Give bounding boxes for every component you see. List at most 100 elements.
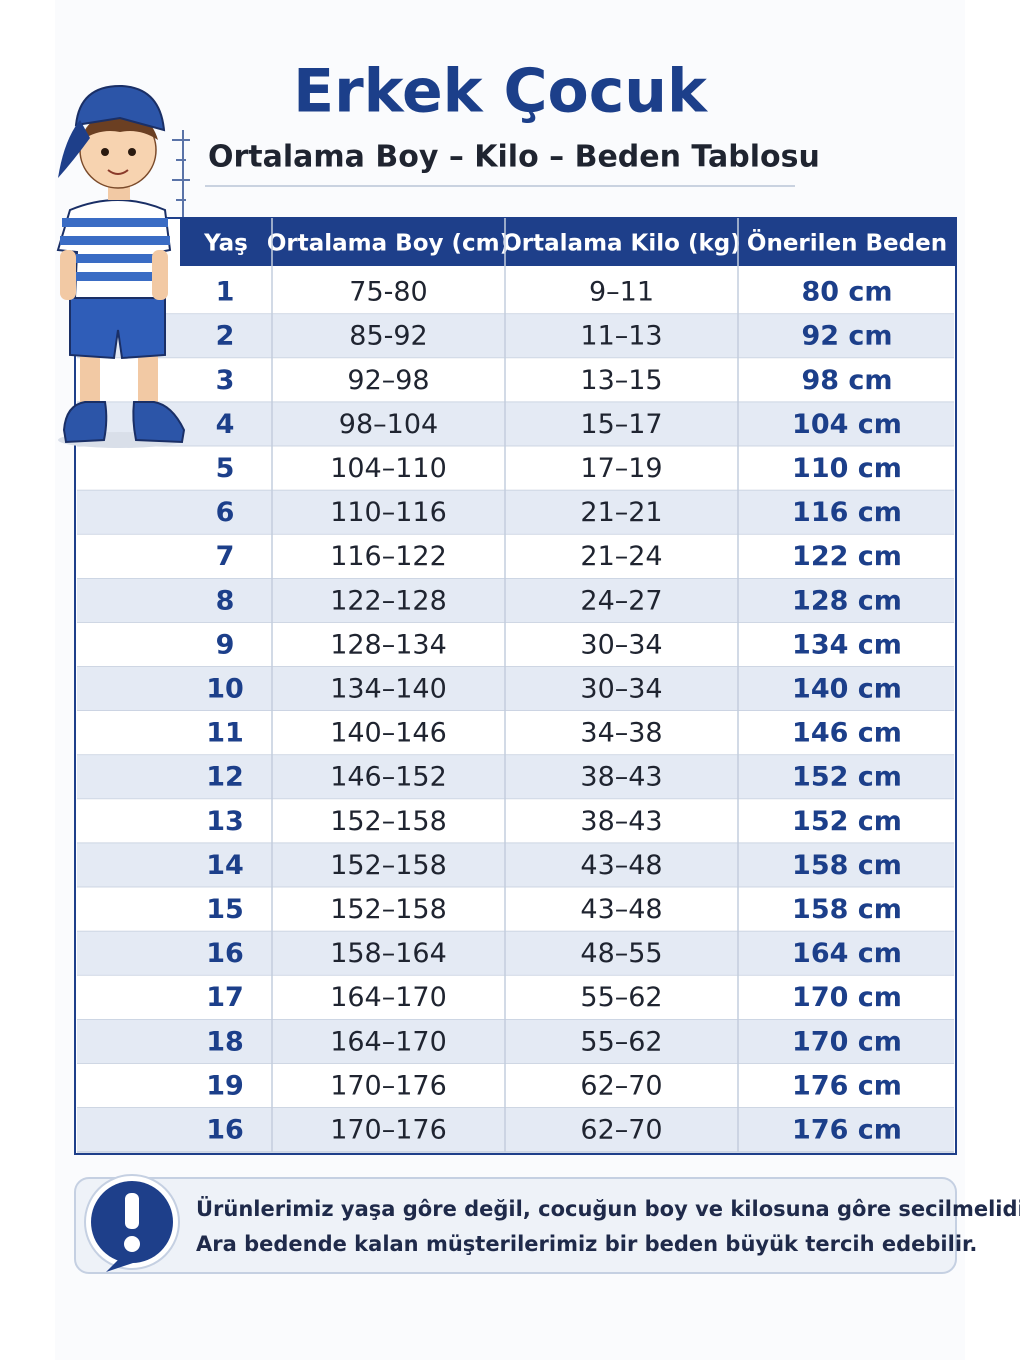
table-cell: 30–34: [580, 673, 662, 704]
table-cell: 30–34: [580, 629, 662, 660]
table-cell: 43–48: [580, 850, 662, 881]
table-cell: 34–38: [580, 718, 662, 749]
table-cell: 38–43: [580, 806, 662, 837]
table-cell: 10: [206, 673, 244, 704]
table-row: [77, 358, 954, 403]
table-cell: 16: [206, 938, 244, 969]
table-cell: 9–11: [589, 277, 654, 308]
table-cell: 170 cm: [792, 982, 902, 1013]
table-cell: 13: [206, 806, 244, 837]
table-row: [77, 755, 954, 800]
table-row: [77, 314, 954, 359]
table-cell: 75-80: [349, 277, 427, 308]
table-cell: 17–19: [580, 453, 662, 484]
table-row: [77, 1019, 954, 1064]
table-cell: 164 cm: [792, 938, 902, 969]
table-cell: 62–70: [580, 1070, 662, 1101]
table-cell: 92 cm: [801, 321, 892, 352]
table-cell: 104 cm: [792, 409, 902, 440]
note-line: Ürünlerimiz yaşa gôre değil, cocuğun boy…: [196, 1196, 1020, 1221]
table-cell: 13–15: [580, 365, 662, 396]
column-header: Ortalama Kilo (kg): [502, 231, 741, 257]
table-cell: 116–122: [330, 541, 447, 572]
table-cell: 98–104: [339, 409, 438, 440]
table-cell: 5: [216, 453, 235, 484]
table-cell: 134–140: [330, 673, 447, 704]
table-row: [77, 534, 954, 579]
table-row: [77, 666, 954, 711]
table-row: [77, 446, 954, 491]
table-cell: 7: [216, 541, 235, 572]
table-cell: 11–13: [580, 321, 662, 352]
table-cell: 152 cm: [792, 762, 902, 793]
table-cell: 21–21: [580, 497, 662, 528]
table-cell: 140 cm: [792, 673, 902, 704]
note-line: Ara bedende kalan müşterilerimiz bir bed…: [196, 1232, 977, 1256]
table-row: [77, 711, 954, 756]
table-cell: 2: [216, 321, 235, 352]
subtitle: Ortalama Boy – Kilo – Beden Tablosu: [208, 140, 820, 175]
table-cell: 152–158: [330, 894, 447, 925]
table-cell: 158 cm: [792, 850, 902, 881]
table-cell: 134 cm: [792, 629, 902, 660]
table-cell: 38–43: [580, 762, 662, 793]
table-cell: 12: [206, 762, 244, 793]
table-cell: 146–152: [330, 762, 447, 793]
table-cell: 146 cm: [792, 718, 902, 749]
column-header: Ortalama Boy (cm): [267, 231, 510, 257]
table-cell: 14: [206, 850, 244, 881]
table-cell: 62–70: [580, 1114, 662, 1145]
table-cell: 16: [206, 1114, 244, 1145]
table-row: [77, 490, 954, 535]
column-header: Yaş: [203, 231, 248, 257]
table-row: [77, 1107, 954, 1152]
table-cell: 128–134: [330, 629, 447, 660]
table-cell: 1: [216, 277, 235, 308]
table-cell: 18: [206, 1026, 244, 1057]
table-row: [77, 975, 954, 1020]
table-cell: 110–116: [330, 497, 447, 528]
table-cell: 170–176: [330, 1070, 447, 1101]
table-cell: 152–158: [330, 806, 447, 837]
table-cell: 98 cm: [801, 365, 892, 396]
table-cell: 140–146: [330, 718, 447, 749]
table-cell: 9: [216, 629, 235, 660]
table-row: [77, 402, 954, 447]
table-cell: 6: [216, 497, 235, 528]
table-body: 1 75-80 9–11 80 cm 2 85-92 11–13 92 cm 3 92–98 13–…: [77, 270, 954, 1153]
table-cell: 85-92: [349, 321, 427, 352]
table-row: [77, 887, 954, 932]
table-row: [77, 799, 954, 844]
table-cell: 128 cm: [792, 585, 902, 616]
table-cell: 152 cm: [792, 806, 902, 837]
table-cell: 24–27: [580, 585, 662, 616]
table-row: [77, 622, 954, 667]
table-cell: 122–128: [330, 585, 447, 616]
table-cell: 104–110: [330, 453, 447, 484]
table-row: [77, 578, 954, 623]
table-cell: 80 cm: [801, 277, 892, 308]
table-header: [180, 218, 956, 266]
table-cell: 170 cm: [792, 1026, 902, 1057]
table-cell: 158 cm: [792, 894, 902, 925]
table-cell: 176 cm: [792, 1114, 902, 1145]
table-cell: 4: [216, 409, 235, 440]
table-cell: 21–24: [580, 541, 662, 572]
table-cell: 55–62: [580, 1026, 662, 1057]
table-cell: 48–55: [580, 938, 662, 969]
table-cell: 15: [206, 894, 244, 925]
title: Erkek Çocuk: [293, 57, 709, 127]
table-cell: 176 cm: [792, 1070, 902, 1101]
table-cell: 110 cm: [792, 453, 902, 484]
table-cell: 116 cm: [792, 497, 902, 528]
column-header: Önerilen Beden: [747, 229, 947, 257]
table-cell: 158–164: [330, 938, 447, 969]
table-row: [77, 1063, 954, 1108]
table-cell: 92–98: [347, 365, 429, 396]
table-cell: 164–170: [330, 1026, 447, 1057]
table-cell: 152–158: [330, 850, 447, 881]
table-cell: 170–176: [330, 1114, 447, 1145]
table-cell: 15–17: [580, 409, 662, 440]
